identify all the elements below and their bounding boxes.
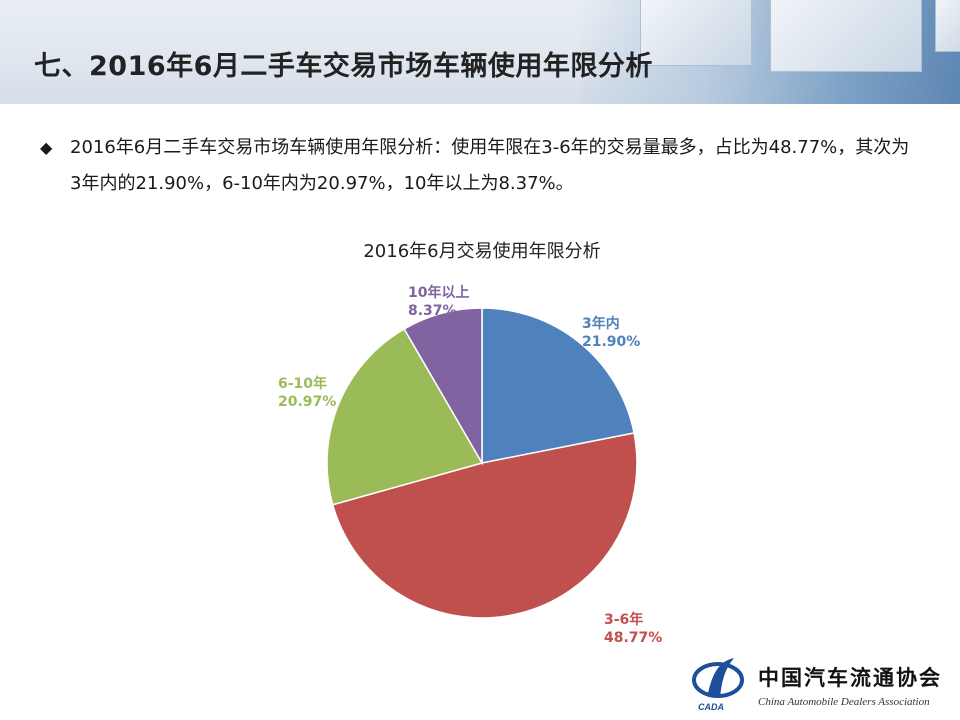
summary-bullet: ◆ 2016年6月二手车交易市场车辆使用年限分析：使用年限在3-6年的交易量最多… [40,130,910,202]
diamond-bullet-icon: ◆ [40,138,53,157]
slice-category-label: 10年以上 [408,284,469,301]
pie-slice [326,327,484,506]
pie-slice [331,432,638,619]
slice-value-label: 48.77% [604,630,662,646]
organization-name-en: China Automobile Dealers Association [758,696,930,708]
page-title: 七、2016年6月二手车交易市场车辆使用年限分析 [34,51,653,82]
pie-slice [403,307,483,466]
decorative-cube [770,0,922,72]
slice-value-label: 21.90% [582,334,640,350]
slice-category-label: 3年内 [582,315,620,332]
chart-title: 2016年6月交易使用年限分析 [363,241,600,262]
slice-value-label: 20.97% [278,394,336,410]
header-banner: 七、2016年6月二手车交易市场车辆使用年限分析 [0,0,960,104]
slice-category-label: 6-10年 [278,375,327,392]
organization-name-cn: 中国汽车流通协会 [758,665,942,690]
cada-mark-text: CADA [698,702,724,712]
cada-logo: CADA 中国汽车流通协会 China Automobile Dealers A… [690,654,952,716]
decorative-cube [640,0,752,66]
summary-text: 2016年6月二手车交易市场车辆使用年限分析：使用年限在3-6年的交易量最多，占… [70,137,910,194]
pie-slice [481,307,635,464]
slice-category-label: 3-6年 [604,611,643,628]
decorative-cube [935,0,960,52]
cada-logo-icon [692,658,744,698]
slice-value-label: 8.37% [408,303,457,319]
